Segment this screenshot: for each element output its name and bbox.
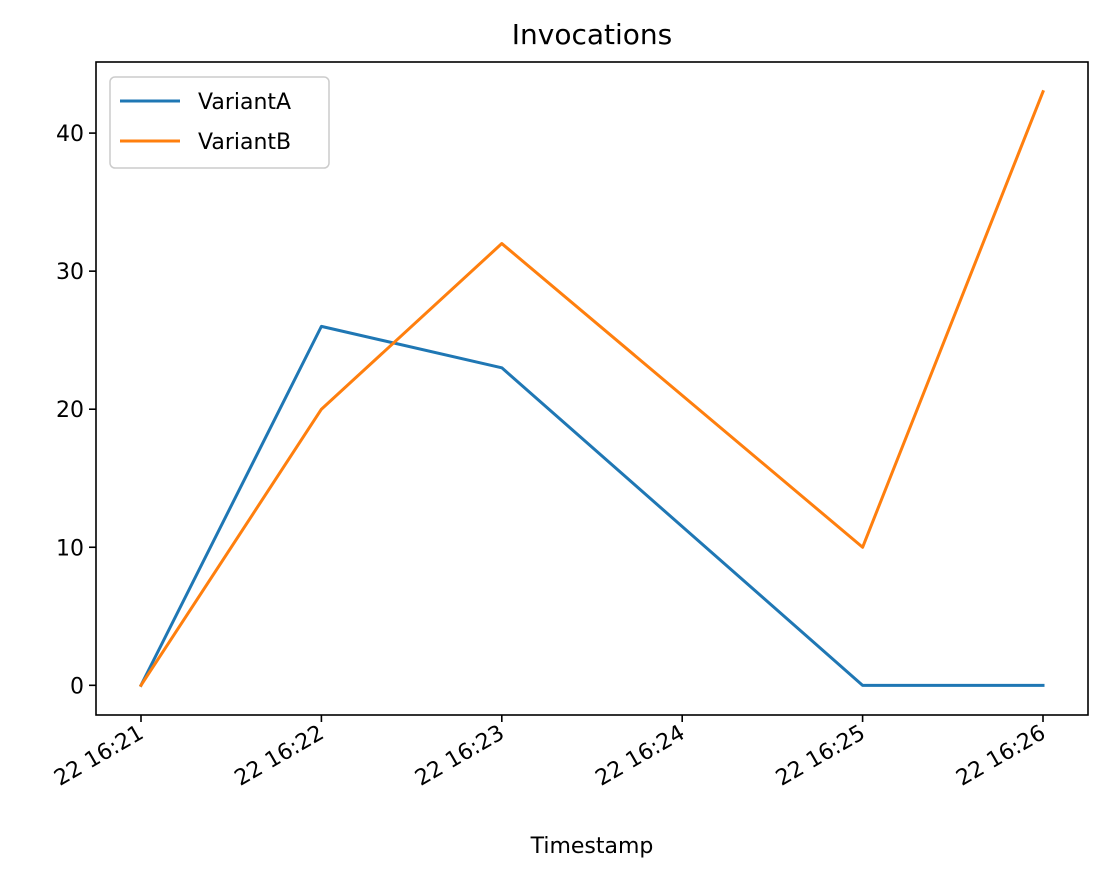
y-tick-label: 10: [56, 536, 84, 561]
x-tick-label: 22 16:25: [772, 721, 870, 792]
plot-frame: [95, 61, 1089, 716]
y-tick-label: 30: [56, 260, 84, 285]
x-tick-label: 22 16:24: [591, 721, 689, 792]
x-tick-label: 22 16:21: [50, 721, 148, 792]
x-tick-label: 22 16:23: [411, 721, 509, 792]
y-tick-label: 40: [56, 122, 84, 147]
series-lines: [138, 89, 1045, 688]
x-tick-label: 22 16:22: [231, 721, 329, 792]
x-tick-label: 22 16:26: [952, 721, 1050, 792]
y-tick-label: 20: [56, 398, 84, 423]
legend-label: VariantA: [198, 90, 291, 115]
x-axis: 22 16:21 22 16:22 22 16:23 22 16:24 22 16:25…: [50, 715, 1050, 791]
series-line-variantb: [138, 89, 1045, 688]
y-tick-label: 0: [70, 674, 84, 699]
chart-title: Invocations: [512, 18, 672, 51]
legend: VariantA VariantB: [109, 76, 330, 169]
legend-label: VariantB: [198, 130, 291, 155]
x-axis-label: Timestamp: [530, 834, 654, 859]
y-axis: 0 10 20 30 40: [56, 122, 96, 699]
series-line-varianta: [138, 324, 1045, 688]
